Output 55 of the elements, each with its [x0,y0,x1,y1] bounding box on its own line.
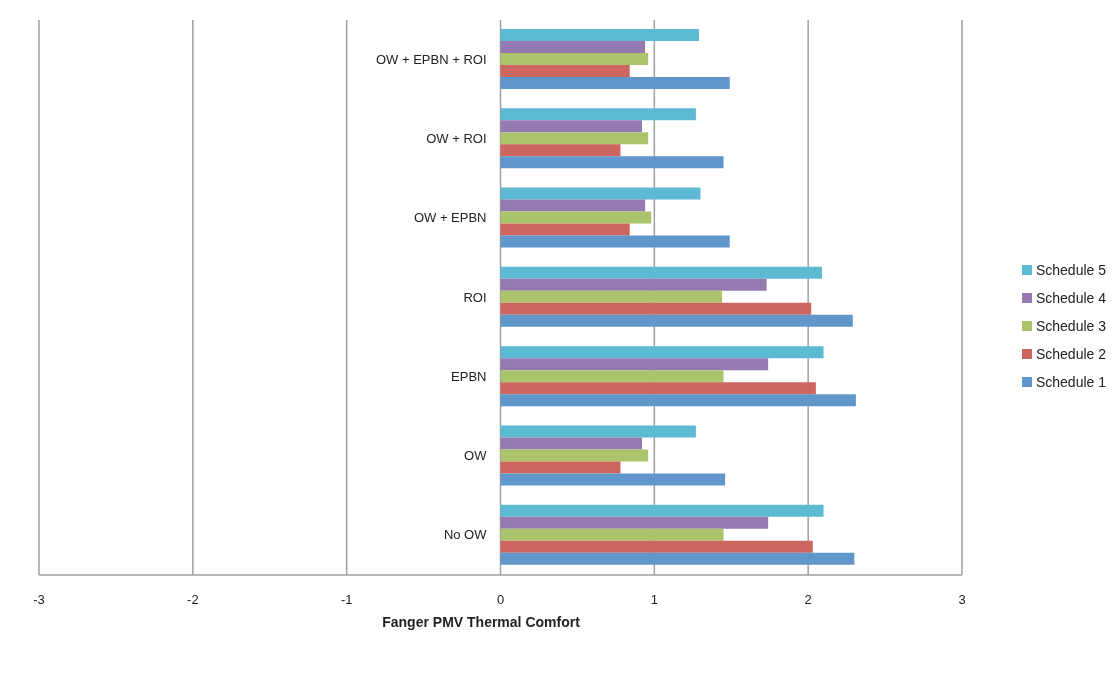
y-tick-label: OW + EPBN [413,210,487,226]
legend-label: Schedule 3 [1035,318,1106,334]
bar [500,53,649,65]
bar [500,314,853,327]
bar [500,278,767,291]
bar [500,516,769,529]
bar [500,370,724,383]
bar [500,425,696,438]
bar [500,449,649,462]
bar [500,132,649,145]
bar [500,187,701,200]
bar [500,437,643,450]
bar [500,302,812,315]
y-tick-label: OW + ROI [426,130,487,146]
bar [500,358,769,371]
bar [500,156,724,169]
bar [500,29,699,41]
bar [500,290,723,303]
x-axis-title: Fanger PMV Thermal Comfort [381,614,581,630]
x-tick-label: -1 [340,592,353,608]
y-tick-label: OW [464,448,488,464]
y-tick-label: EPBN [451,368,487,384]
legend-label: Schedule 2 [1035,346,1106,362]
bar [500,552,855,565]
bar [500,504,824,517]
x-tick-label: 3 [958,592,966,608]
x-tick-label: -3 [33,592,45,608]
bar [500,144,621,157]
x-tick-label: 1 [650,592,658,608]
bar [500,120,643,133]
bar [500,211,652,224]
bar [500,199,646,212]
x-tick-label: -2 [187,592,199,608]
bar [500,461,621,474]
bar [500,473,726,486]
bar [500,346,824,359]
x-tick-label: 0 [496,592,505,608]
bar [500,41,646,53]
bar [500,266,823,279]
y-tick-label: No OW [443,527,488,543]
bar [500,394,856,407]
bar [500,235,730,248]
y-tick-label: ROI [463,289,487,305]
bar [500,77,730,89]
x-tick-label: 2 [804,592,812,608]
bar [500,540,813,553]
bar [500,528,724,541]
legend-label: Schedule 4 [1035,290,1106,306]
y-tick-label: OW + EPBN + ROI [375,51,487,67]
bar [500,223,630,236]
bar [500,382,816,395]
bar [500,65,630,77]
legend-label: Schedule 5 [1035,262,1106,278]
bar [500,108,696,121]
legend-label: Schedule 1 [1035,374,1106,390]
